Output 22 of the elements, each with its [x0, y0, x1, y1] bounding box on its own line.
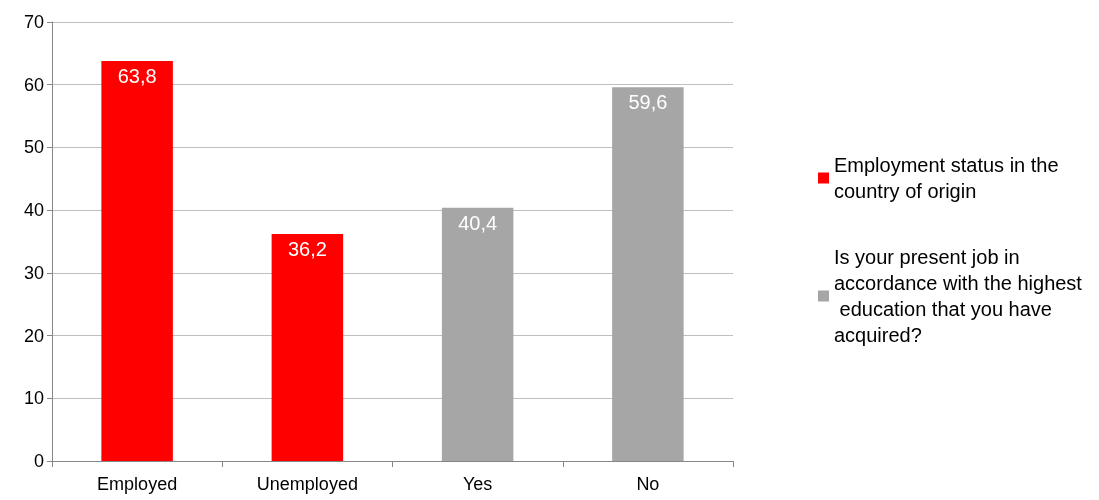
x-tick-label: Unemployed [256, 474, 358, 494]
legend-label: Is your present job in accordance with the highest education that you have acquired? [834, 246, 1083, 346]
y-tick-label: 60 [23, 74, 44, 95]
y-tick-label: 30 [23, 262, 44, 283]
bar [271, 233, 344, 461]
bar [612, 87, 684, 461]
data-label: 59,6 [628, 91, 668, 114]
y-tick-label: 10 [23, 388, 44, 409]
y-tick-label: 0 [33, 451, 44, 471]
y-tick-label: 20 [23, 325, 44, 346]
x-tick-label: No [636, 474, 660, 494]
data-label: 63,8 [117, 64, 157, 87]
x-tick-label: Yes [462, 474, 493, 494]
bar [441, 207, 514, 461]
data-label: 36,2 [287, 237, 327, 260]
legend-label: Employment status in the country of origin [834, 154, 1065, 202]
x-tick-label: Employed [97, 474, 178, 494]
y-tick-label: 70 [23, 12, 44, 32]
y-tick-label: 50 [23, 137, 44, 158]
data-label: 40,4 [458, 211, 498, 234]
bar [101, 60, 173, 461]
y-tick-label: 40 [23, 200, 44, 221]
